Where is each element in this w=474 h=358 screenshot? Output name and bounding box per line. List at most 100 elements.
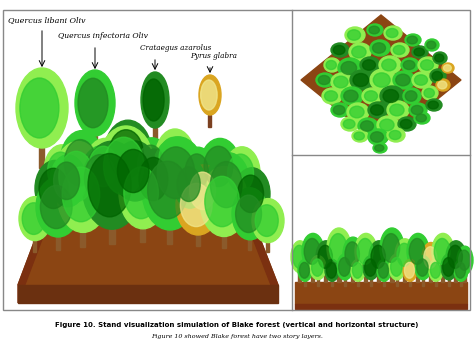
Bar <box>370 276 372 286</box>
Ellipse shape <box>205 176 239 227</box>
Ellipse shape <box>428 101 438 109</box>
Ellipse shape <box>134 138 170 190</box>
Ellipse shape <box>19 197 51 241</box>
Bar <box>441 264 445 282</box>
Ellipse shape <box>373 143 387 153</box>
Ellipse shape <box>446 241 466 273</box>
Ellipse shape <box>341 62 356 74</box>
Ellipse shape <box>377 116 399 134</box>
Ellipse shape <box>176 175 220 235</box>
Ellipse shape <box>345 242 359 266</box>
Ellipse shape <box>363 256 379 280</box>
Ellipse shape <box>382 59 396 71</box>
Ellipse shape <box>405 34 421 46</box>
Bar <box>3 10 470 310</box>
Ellipse shape <box>326 61 337 69</box>
Ellipse shape <box>338 257 350 276</box>
Ellipse shape <box>373 73 390 87</box>
Ellipse shape <box>353 73 369 87</box>
Ellipse shape <box>181 183 212 227</box>
Ellipse shape <box>104 120 152 188</box>
Ellipse shape <box>391 43 409 57</box>
Bar <box>34 234 36 252</box>
Bar <box>390 262 394 282</box>
Ellipse shape <box>426 99 442 111</box>
Ellipse shape <box>44 145 80 197</box>
Ellipse shape <box>395 239 415 271</box>
Ellipse shape <box>442 63 454 73</box>
Bar <box>311 264 315 282</box>
Ellipse shape <box>118 149 149 193</box>
Ellipse shape <box>371 105 383 115</box>
Ellipse shape <box>333 45 345 54</box>
Ellipse shape <box>341 117 359 131</box>
Ellipse shape <box>177 167 200 202</box>
Ellipse shape <box>82 141 142 229</box>
Bar <box>93 136 97 153</box>
Ellipse shape <box>357 238 373 264</box>
Ellipse shape <box>333 106 345 115</box>
Ellipse shape <box>436 79 450 91</box>
Ellipse shape <box>457 246 473 274</box>
Ellipse shape <box>47 152 73 189</box>
Ellipse shape <box>252 199 284 243</box>
Ellipse shape <box>135 149 175 209</box>
Ellipse shape <box>368 129 388 145</box>
Ellipse shape <box>398 117 416 131</box>
Ellipse shape <box>310 256 326 280</box>
Polygon shape <box>301 15 461 145</box>
Ellipse shape <box>361 121 374 131</box>
Ellipse shape <box>347 30 361 40</box>
Bar <box>266 236 270 252</box>
Ellipse shape <box>322 88 342 104</box>
Ellipse shape <box>234 168 270 220</box>
Ellipse shape <box>371 245 385 268</box>
Ellipse shape <box>416 114 427 122</box>
Ellipse shape <box>387 128 405 142</box>
Ellipse shape <box>412 46 428 58</box>
Ellipse shape <box>291 241 309 273</box>
Bar <box>383 278 385 286</box>
Text: Crataegus azarolus: Crataegus azarolus <box>140 44 211 52</box>
Ellipse shape <box>349 43 371 61</box>
Ellipse shape <box>206 153 250 217</box>
Ellipse shape <box>338 58 362 78</box>
Ellipse shape <box>384 26 402 40</box>
Ellipse shape <box>365 91 377 101</box>
Ellipse shape <box>143 79 164 121</box>
Bar <box>81 221 85 247</box>
Ellipse shape <box>380 228 404 268</box>
Ellipse shape <box>228 154 254 192</box>
Ellipse shape <box>40 185 72 229</box>
Ellipse shape <box>318 245 332 268</box>
Ellipse shape <box>316 241 336 273</box>
Bar <box>435 278 437 286</box>
Bar <box>153 200 157 220</box>
Bar <box>344 276 346 286</box>
Text: Quercus infectoria Oliv: Quercus infectoria Oliv <box>58 32 148 40</box>
Ellipse shape <box>232 188 268 240</box>
Bar <box>409 278 411 286</box>
Ellipse shape <box>199 75 221 115</box>
Ellipse shape <box>59 151 93 202</box>
Bar <box>295 304 467 309</box>
Ellipse shape <box>331 43 349 57</box>
Ellipse shape <box>109 130 143 179</box>
Ellipse shape <box>20 78 59 138</box>
Ellipse shape <box>204 146 233 187</box>
Ellipse shape <box>200 139 240 194</box>
Ellipse shape <box>85 139 125 194</box>
Ellipse shape <box>300 262 310 278</box>
Ellipse shape <box>383 234 400 262</box>
Ellipse shape <box>401 58 419 72</box>
Ellipse shape <box>157 147 195 199</box>
Ellipse shape <box>344 90 358 102</box>
Ellipse shape <box>378 262 389 278</box>
Ellipse shape <box>397 243 411 266</box>
Ellipse shape <box>414 75 428 85</box>
Bar <box>464 270 466 282</box>
Bar <box>218 186 222 204</box>
Ellipse shape <box>429 259 443 281</box>
Ellipse shape <box>298 259 312 281</box>
Ellipse shape <box>142 150 198 230</box>
